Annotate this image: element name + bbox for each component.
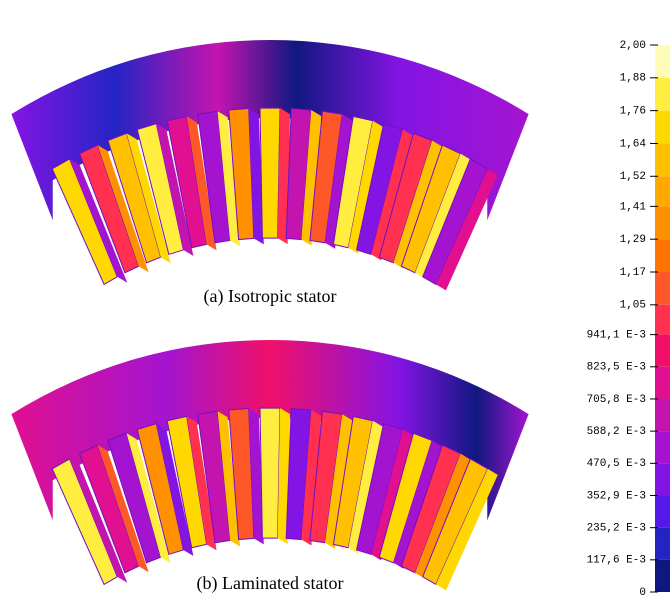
stator-tooth-side <box>435 168 498 291</box>
colorbar-tick-label: 1,52 <box>620 171 646 183</box>
stator-tooth-side <box>248 108 264 245</box>
colorbar-segment <box>655 176 670 207</box>
colorbar-tick-label: 1,41 <box>620 201 647 213</box>
colorbar-tick-label: 1,05 <box>620 300 646 312</box>
stator-tooth-side <box>69 158 128 283</box>
stator-tooth-side <box>435 468 498 591</box>
stator-yoke <box>11 40 529 221</box>
stator-tooth-side <box>301 110 322 246</box>
colorbar-segment <box>655 110 670 144</box>
stator-tooth-side <box>186 116 217 251</box>
stator-tooth-side <box>126 133 171 264</box>
colorbar-tick-label: 705,8 E-3 <box>587 394 646 406</box>
stator-tooth-side <box>156 423 194 556</box>
colorbar-tick-label: 1,17 <box>620 267 646 279</box>
colorbar-segment <box>655 45 670 78</box>
stator-tooth-side <box>156 123 194 256</box>
colorbar-segment <box>655 77 670 111</box>
colorbar-segment <box>655 239 670 273</box>
stator-tooth <box>259 107 281 239</box>
colorbar-tick-label: 823,5 E-3 <box>587 362 646 374</box>
colorbar-tick-label: 117,6 E-3 <box>587 555 646 567</box>
colorbar-tick-label: 235,2 E-3 <box>587 523 646 535</box>
panel-caption: (a) Isotropic stator <box>204 286 337 307</box>
colorbar-segment <box>655 495 670 528</box>
colorbar-segment <box>655 304 670 335</box>
panel-caption: (b) Laminated stator <box>197 573 344 594</box>
colorbar-tick-label: 2,00 <box>620 40 646 52</box>
stator-tooth-side <box>301 410 322 546</box>
stator-tooth-side <box>348 420 383 554</box>
colorbar: 2,00 1,88 1,76 1,64 1,52 1,41 1,29 1,17 1,05 941,… <box>587 40 670 599</box>
colorbar-segment <box>655 559 670 592</box>
colorbar-segment <box>655 398 670 432</box>
stator-tooth <box>259 407 281 539</box>
stator-tooth-side <box>415 153 471 279</box>
colorbar-tick-label: 1,76 <box>620 106 646 118</box>
colorbar-tick-label: 352,9 E-3 <box>587 490 646 502</box>
stator-tooth-side <box>348 120 383 254</box>
stator-tooth-side <box>325 114 353 249</box>
stator-tooth-side <box>69 458 128 583</box>
colorbar-segment <box>655 527 670 560</box>
stator-yoke <box>11 340 529 521</box>
colorbar-segment <box>655 206 670 240</box>
isotropic-stator-image <box>11 40 529 291</box>
colorbar-tick-label: 1,29 <box>620 234 646 246</box>
stator-tooth-side <box>415 453 471 579</box>
stator-tooth-side <box>217 111 241 247</box>
colorbar-segment <box>655 272 670 305</box>
stator-tooth-side <box>393 440 443 569</box>
stator-tooth-side <box>371 429 413 561</box>
stator-tooth-side <box>97 145 149 273</box>
stator-tooth-side <box>126 433 171 564</box>
stator-tooth-side <box>248 408 264 545</box>
colorbar-segment <box>655 431 670 464</box>
colorbar-tick-label: 1,64 <box>620 138 647 150</box>
colorbar-segment <box>655 334 670 367</box>
stator-tooth-side <box>325 414 353 549</box>
colorbar-tick-label: 1,88 <box>620 73 646 85</box>
colorbar-tick-label: 941,1 E-3 <box>587 330 646 342</box>
stator-tooth-side <box>97 445 149 573</box>
stator-tooth-side <box>371 129 413 261</box>
colorbar-segment <box>655 366 670 399</box>
laminated-stator-image <box>11 340 529 591</box>
colorbar-tick-label: 0 <box>639 587 646 599</box>
colorbar-segment <box>655 463 670 496</box>
colorbar-tick-label: 470,5 E-3 <box>587 458 646 470</box>
stator-tooth-side <box>186 416 217 551</box>
colorbar-tick-label: 588,2 E-3 <box>587 426 646 438</box>
stator-tooth-side <box>217 411 241 547</box>
stator-tooth-side <box>393 140 443 269</box>
colorbar-segment <box>655 143 670 177</box>
